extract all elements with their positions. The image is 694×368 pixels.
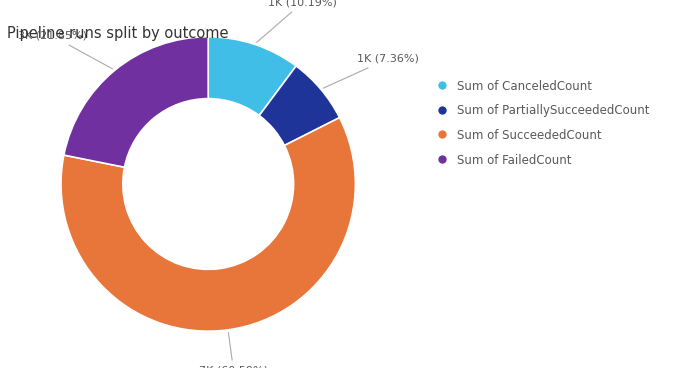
Wedge shape — [64, 37, 208, 167]
Text: 1K (10.19%): 1K (10.19%) — [257, 0, 337, 42]
Text: Pipeline runs split by outcome: Pipeline runs split by outcome — [7, 26, 228, 41]
Wedge shape — [61, 118, 355, 331]
Wedge shape — [208, 37, 296, 116]
Wedge shape — [259, 66, 339, 145]
Text: 3K (21.85%): 3K (21.85%) — [18, 31, 112, 69]
Legend: Sum of CanceledCount, Sum of PartiallySucceededCount, Sum of SucceededCount, Sum: Sum of CanceledCount, Sum of PartiallySu… — [437, 79, 650, 167]
Text: 1K (7.36%): 1K (7.36%) — [323, 54, 418, 88]
Text: 7K (60.59%): 7K (60.59%) — [199, 333, 268, 368]
